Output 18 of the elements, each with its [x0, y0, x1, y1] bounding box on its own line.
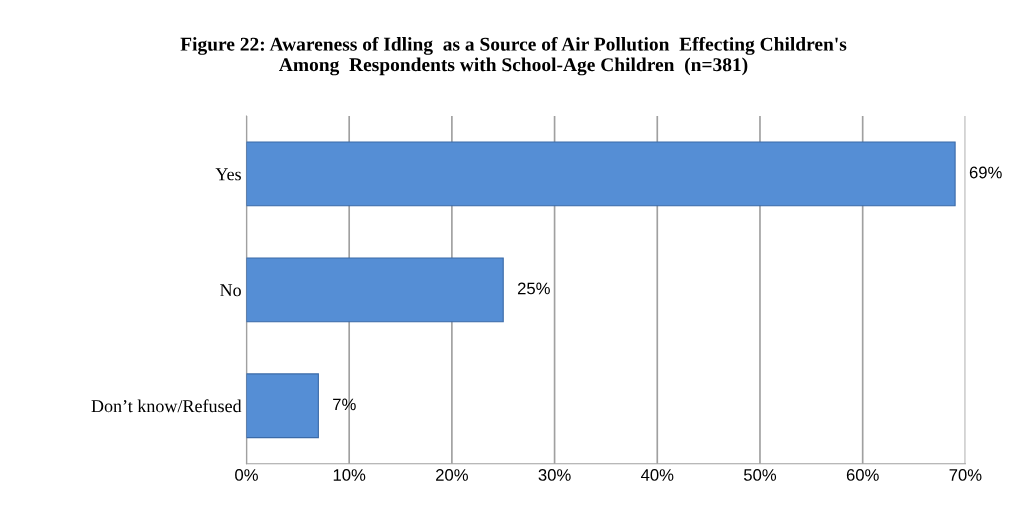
data-label: 69%: [969, 166, 1002, 179]
y-tick-label: Don’t know/Refused: [91, 399, 242, 413]
x-tick-label: 20%: [436, 469, 468, 481]
chart-title: Figure 22: Awareness of Idling as a Source of Air Pollution Effecting Children's Among Respondents with School-Age Children (n=381): [180, 36, 847, 76]
y-tick-label: No: [220, 284, 241, 297]
x-tick-label: 50%: [743, 469, 777, 481]
bar: [246, 257, 504, 323]
data-label: 25%: [517, 282, 550, 295]
x-tick-label: 40%: [640, 469, 674, 481]
data-label: 7%: [333, 398, 356, 411]
y-tick-label: Yes: [215, 168, 241, 181]
x-tick-label: 70%: [949, 469, 982, 481]
bar: [246, 373, 319, 439]
bar: [246, 141, 956, 207]
x-tick-label: 10%: [333, 469, 366, 481]
x-tick-label: 0%: [235, 469, 258, 481]
x-tick-label: 30%: [538, 469, 571, 481]
x-tick-label: 60%: [846, 469, 879, 481]
